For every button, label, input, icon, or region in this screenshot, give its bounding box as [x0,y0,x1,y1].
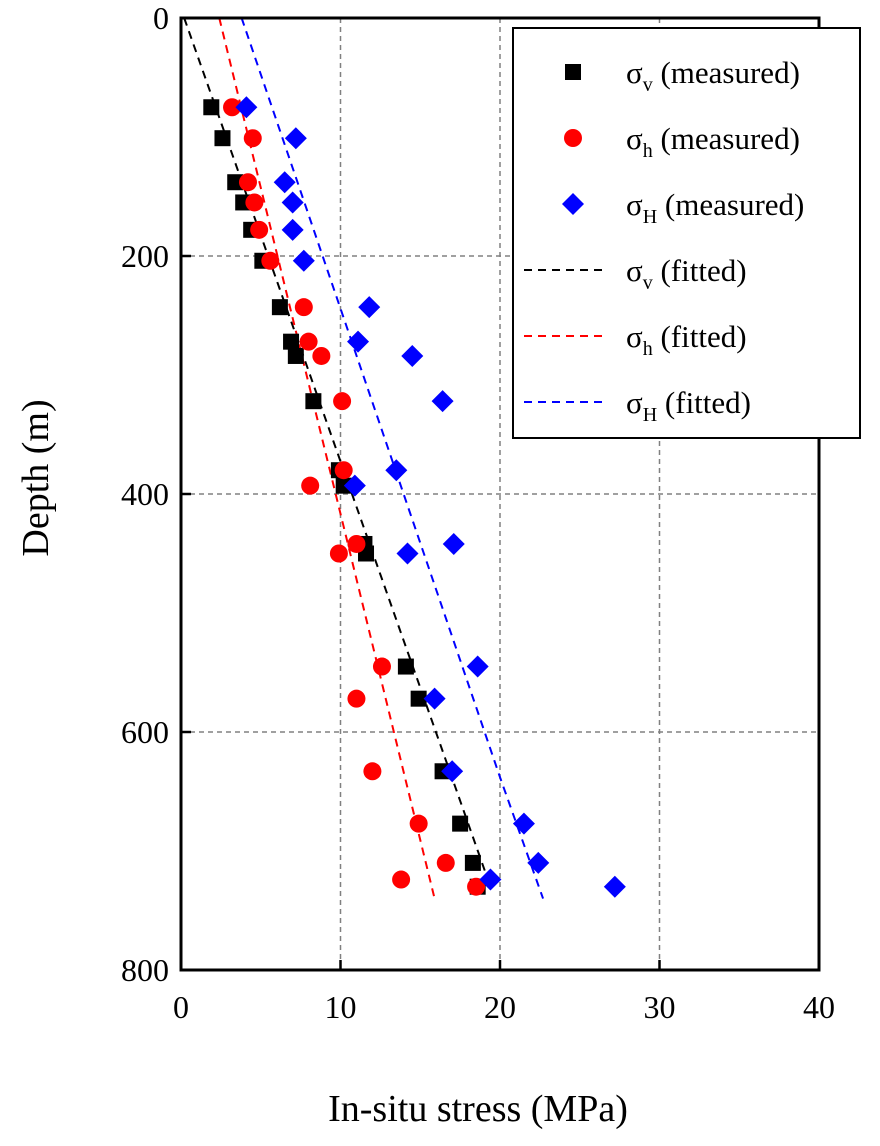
data-point-circle-1-15 [347,689,366,708]
fitted-lines [183,17,545,899]
data-point-diamond-2-18 [527,851,550,874]
data-point-circle-1-9 [333,392,352,411]
legend-marker-2 [562,193,584,215]
data-point-circle-1-11 [301,476,320,495]
legend-box [512,27,861,439]
data-point-diamond-2-7 [347,330,370,353]
data-point-square-0-0 [203,99,220,116]
y-axis-title: Depth (m) [15,399,57,556]
data-point-diamond-2-10 [385,459,408,482]
data-point-circle-1-8 [312,346,331,365]
data-point-diamond-2-0 [235,96,258,119]
legend-label-3: σv (fitted) [626,253,747,294]
x-tick-label-0: 0 [173,989,189,1025]
x-tick-label-20: 20 [484,989,516,1025]
data-point-circle-1-0 [223,98,242,117]
data-point-circle-1-1 [243,129,262,148]
data-point-diamond-2-14 [466,655,489,678]
x-axis-title: In-situ stress (MPa) [328,1088,628,1130]
legend-entry-2: σH (measured) [562,187,804,228]
legend-entry-4: σh (fitted) [524,319,747,360]
data-point-diamond-2-5 [292,249,315,272]
data-point-square-0-14 [397,658,414,675]
data-point-diamond-2-17 [512,812,535,835]
legend-label-4: σh (fitted) [626,319,747,360]
data-point-circle-1-10 [334,461,353,480]
data-point-diamond-2-9 [431,390,454,413]
legend-entry-1: σh (measured) [564,121,800,162]
data-point-square-0-11 [335,477,352,494]
data-point-square-0-15 [410,690,427,707]
legend-label-0: σv (measured) [626,55,800,96]
x-tick-label-30: 30 [644,989,676,1025]
legend-entry-0: σv (measured) [565,55,800,96]
fitted-line-H-5 [240,17,545,899]
legend-marker-1 [564,129,582,147]
data-point-circle-1-7 [299,332,318,351]
x-tick-label-10: 10 [325,989,357,1025]
data-point-circle-1-5 [261,251,280,270]
y-tick-label-800: 800 [121,952,169,988]
y-tick-label-200: 200 [121,238,169,274]
data-point-circle-1-13 [329,544,348,563]
data-point-square-0-9 [305,393,322,410]
data-point-square-0-8 [287,347,304,364]
data-point-square-0-6 [271,299,288,316]
data-point-diamond-2-11 [343,474,366,497]
data-point-square-0-7 [283,333,300,350]
legend-label-2: σH (measured) [626,187,804,228]
data-point-circle-1-12 [347,534,366,553]
legend-marker-0 [565,64,581,80]
x-tick-label-40: 40 [803,989,835,1025]
data-point-square-0-2 [227,174,244,191]
data-point-diamond-2-20 [603,875,626,898]
legend-label-1: σh (measured) [626,121,800,162]
data-point-square-0-18 [464,854,481,871]
data-point-diamond-2-2 [273,171,296,194]
data-point-diamond-2-12 [442,532,465,555]
data-point-circle-1-3 [245,193,264,212]
data-point-diamond-2-4 [281,218,304,241]
data-point-diamond-2-13 [396,542,419,565]
data-point-circle-1-16 [363,762,382,781]
data-point-square-0-17 [452,815,469,832]
legend-entry-5: σH (fitted) [524,385,751,426]
y-tick-label-0: 0 [153,0,169,36]
data-point-circle-1-4 [250,220,269,239]
fitted-line-h-4 [218,17,436,899]
data-point-circle-1-14 [372,657,391,676]
legend-label-5: σH (fitted) [626,385,751,426]
data-point-diamond-2-15 [423,687,446,710]
measured-points [203,96,626,898]
data-point-circle-1-2 [238,173,257,192]
data-point-circle-1-19 [392,870,411,889]
data-point-diamond-2-3 [281,191,304,214]
legend-entry-3: σv (fitted) [524,253,747,294]
data-point-circle-1-6 [294,298,313,317]
data-point-diamond-2-19 [479,868,502,891]
data-point-diamond-2-8 [401,344,424,367]
data-point-circle-1-17 [409,814,428,833]
data-point-diamond-2-1 [284,127,307,150]
data-point-circle-1-18 [436,853,455,872]
data-point-circle-1-20 [467,877,486,896]
data-point-diamond-2-6 [358,296,381,319]
y-tick-label-400: 400 [121,476,169,512]
data-point-diamond-2-16 [441,760,464,783]
data-point-square-0-1 [214,130,231,147]
legend: σv (measured) σh (measured) σH (measured) σ… [512,27,861,439]
y-tick-label-600: 600 [121,714,169,750]
